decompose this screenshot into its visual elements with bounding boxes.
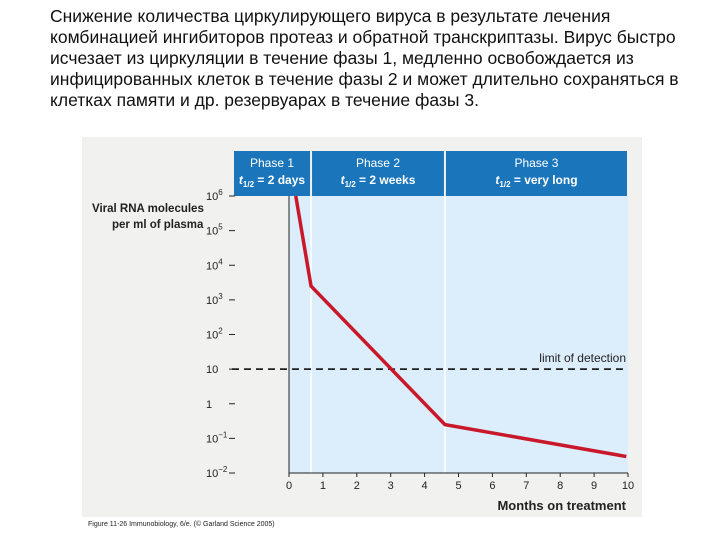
y-tick-label-2: 104 bbox=[206, 257, 223, 272]
y-tick-label-0: 106 bbox=[206, 188, 223, 203]
x-tick-label-10: 10 bbox=[622, 480, 634, 492]
viral-load-chart: Phase 1 t1/2 = 2 days Phase 2 t1/2 = 2 week… bbox=[92, 151, 634, 513]
x-tick-label-7: 7 bbox=[523, 480, 529, 492]
y-axis-label-line1: Viral RNA molecules bbox=[92, 203, 204, 215]
detection-limit-label: limit of detection bbox=[539, 351, 626, 365]
slide-description: Снижение количества циркулирующего вирус… bbox=[50, 6, 679, 110]
y-tick-label-4: 102 bbox=[206, 327, 223, 342]
plot-area bbox=[289, 196, 628, 473]
y-tick-label-5: 10 bbox=[206, 364, 218, 376]
phase-name-1: Phase 1 bbox=[250, 156, 294, 170]
y-tick-label-7: 10−1 bbox=[206, 430, 228, 445]
phase-name-2: Phase 2 bbox=[356, 156, 400, 170]
x-tick-label-6: 6 bbox=[489, 480, 495, 492]
x-tick-label-2: 2 bbox=[354, 480, 360, 492]
x-tick-label-8: 8 bbox=[557, 480, 563, 492]
y-axis-label-line2: per ml of plasma bbox=[112, 219, 204, 231]
viral-load-series-0 bbox=[294, 195, 627, 459]
x-tick-label-1: 1 bbox=[320, 480, 326, 492]
phase-half-life-2: t1/2 = 2 weeks bbox=[341, 173, 416, 189]
y-tick-label-8: 10−2 bbox=[206, 465, 228, 480]
phase-header-1 bbox=[234, 151, 311, 196]
phase-name-3: Phase 3 bbox=[514, 156, 558, 170]
phase-half-life-1: t1/2 = 2 days bbox=[239, 173, 305, 189]
x-tick-label-3: 3 bbox=[388, 480, 394, 492]
phase-header-3 bbox=[445, 151, 627, 196]
y-tick-label-6: 1 bbox=[206, 399, 212, 411]
figure-caption: Figure 11-26 Immunobiology, 6/e. (© Garl… bbox=[88, 521, 275, 528]
phase-half-life-3: t1/2 = very long bbox=[495, 173, 577, 189]
y-tick-label-1: 105 bbox=[206, 223, 223, 238]
x-tick-label-5: 5 bbox=[455, 480, 461, 492]
figure-panel: Phase 1 t1/2 = 2 days Phase 2 t1/2 = 2 week… bbox=[82, 137, 642, 517]
x-axis-label: Months on treatment bbox=[497, 498, 626, 513]
y-tick-label-3: 103 bbox=[206, 292, 223, 307]
phase-header-2 bbox=[312, 151, 444, 196]
x-tick-label-9: 9 bbox=[591, 480, 597, 492]
x-tick-label-4: 4 bbox=[422, 480, 428, 492]
x-tick-label-0: 0 bbox=[286, 480, 292, 492]
